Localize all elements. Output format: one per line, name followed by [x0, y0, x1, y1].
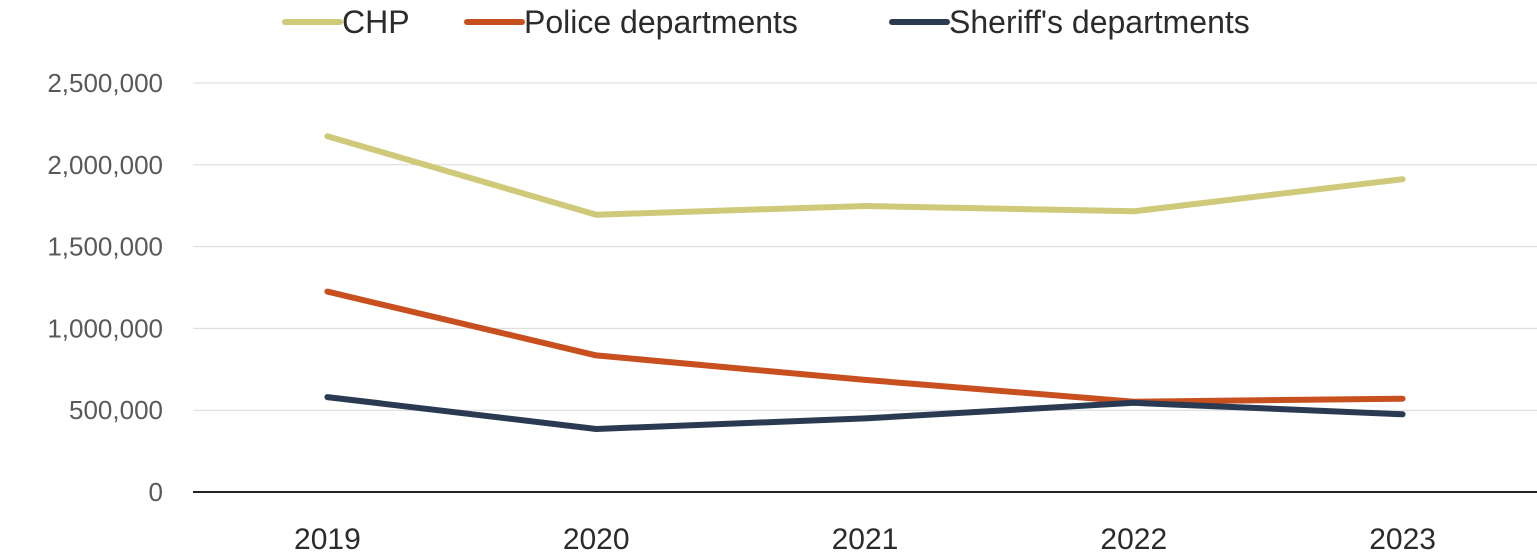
legend: CHP Police departments Sheriff's departmen…: [282, 4, 1250, 40]
y-tick-label: 2,500,000: [47, 68, 163, 98]
series-lines: [324, 133, 1406, 432]
x-tick-label: 2021: [832, 523, 899, 555]
legend-item-police-departments: Police departments: [464, 4, 798, 40]
y-tick-label: 1,000,000: [47, 313, 163, 343]
legend-item-sheriff-s-departments: Sheriff's departments: [889, 4, 1250, 40]
series-line-chp: [324, 133, 1406, 218]
y-tick-label: 0: [149, 477, 163, 507]
x-tick-label: 2022: [1100, 523, 1167, 555]
y-tick-label: 500,000: [69, 395, 163, 425]
x-axis: 2019 2020 2021 2022 2023: [193, 491, 1537, 555]
x-tick-label: 2020: [563, 523, 630, 555]
gridlines: [193, 82, 1537, 411]
x-tick-label: 2019: [294, 523, 361, 555]
legend-label: Sheriff's departments: [949, 4, 1250, 40]
legend-item-chp: CHP: [282, 4, 410, 40]
y-tick-label: 1,500,000: [47, 232, 163, 262]
y-tick-label: 2,000,000: [47, 150, 163, 180]
legend-label: CHP: [342, 4, 410, 40]
series-line-sheriff-s-departments: [324, 394, 1406, 432]
series-line-police-departments: [324, 288, 1406, 405]
x-tick-label: 2023: [1369, 523, 1436, 555]
legend-label: Police departments: [524, 4, 798, 40]
y-axis: 0 500,000 1,000,000 1,500,000 2,000,000 2,500…: [47, 68, 163, 507]
